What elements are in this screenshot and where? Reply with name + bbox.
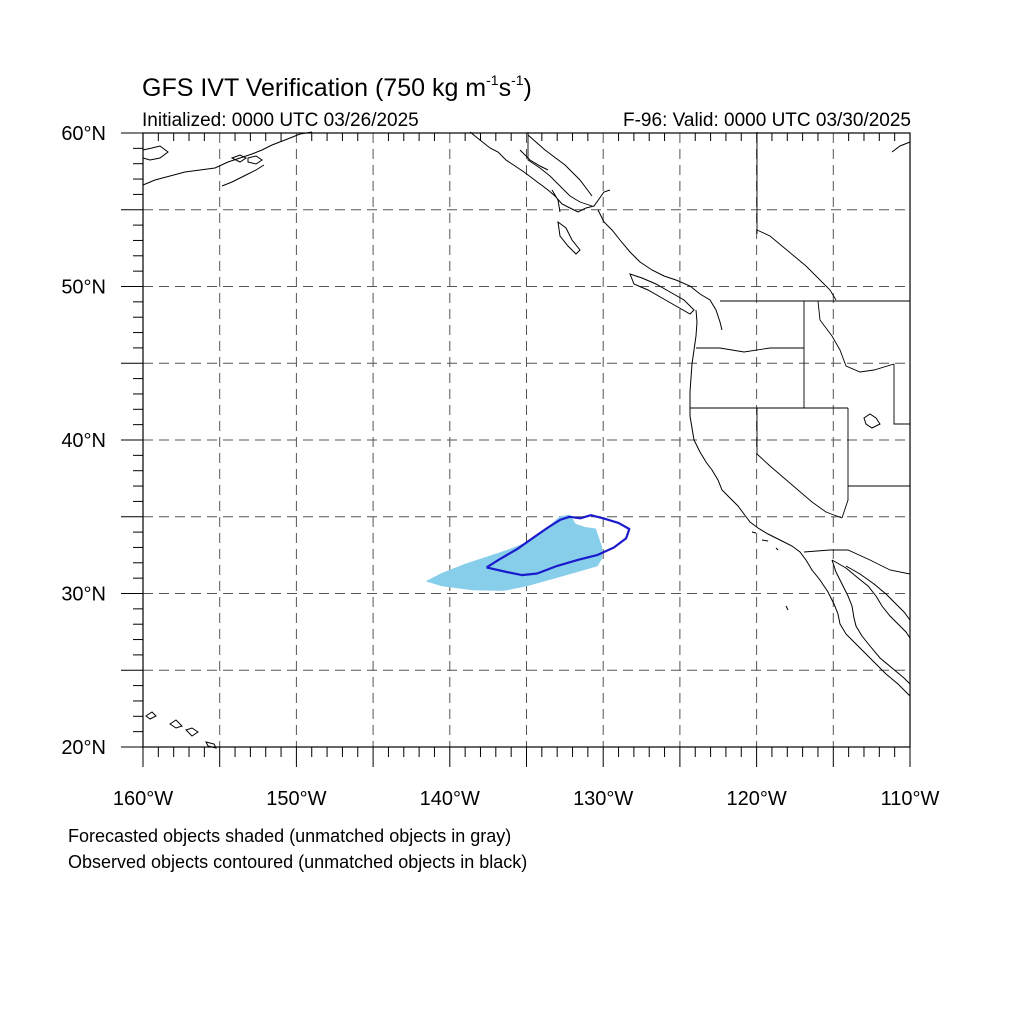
axis-ticks (121, 132, 911, 767)
coastline-nw-canada (891, 141, 911, 153)
initialized-time: Initialized: 0000 UTC 03/26/2025 (142, 110, 419, 131)
border-nv-az (841, 408, 910, 519)
graticule (143, 133, 910, 747)
coastline-alaska (142, 131, 313, 187)
political-borders (527, 132, 911, 575)
lon-tick-label: 150°W (266, 788, 326, 810)
lon-tick-label: 110°W (881, 788, 940, 810)
border-alaska-canada (527, 132, 593, 207)
coastline-great-salt-lake (863, 413, 881, 429)
lon-tick-label: 140°W (420, 788, 480, 810)
lon-tick-label: 120°W (726, 788, 786, 810)
coastline-kodiak (230, 154, 247, 163)
coastline-haida-gwaii (557, 220, 581, 255)
coastline-sonora (845, 565, 911, 621)
lat-tick-label: 30°N (61, 584, 106, 606)
border-wa-or (696, 347, 804, 353)
border-id (803, 300, 895, 408)
coastline-us-west (689, 309, 911, 697)
lon-tick-label: 160°W (113, 788, 173, 810)
lat-tick-label: 50°N (61, 277, 106, 299)
valid-time: F-96: Valid: 0000 UTC 03/30/2025 (623, 110, 911, 131)
map-title: GFS IVT Verification (750 kg m-1s-1) (142, 72, 532, 102)
coastline-se-alaska (469, 131, 611, 213)
observed-object-contour (486, 514, 631, 577)
forecast-object-shaded (426, 514, 603, 591)
coastline-vancouver-island (629, 273, 695, 315)
axis-labels: 20°N 30°N 40°N 50°N 60°N 160°W 150°W 140°W 130°W… (61, 123, 939, 810)
coastline-bc (597, 209, 723, 331)
coastline-baja (831, 559, 911, 685)
coastlines (142, 131, 911, 749)
legend-note-forecast: Forecasted objects shaded (unmatched obj… (68, 826, 512, 846)
border-ca-nv (756, 408, 843, 519)
coastline-hawaii (145, 711, 217, 749)
lat-tick-label: 60°N (61, 123, 106, 145)
border-us-mexico (803, 549, 911, 575)
coastline-channel-islands (751, 531, 789, 611)
lat-tick-label: 20°N (61, 737, 106, 759)
lat-tick-label: 40°N (61, 430, 106, 452)
border-canada-internal (756, 132, 837, 301)
lon-tick-label: 130°W (573, 788, 633, 810)
legend-note-observed: Observed objects contoured (unmatched ob… (68, 852, 528, 872)
border-ut-co (893, 364, 910, 425)
